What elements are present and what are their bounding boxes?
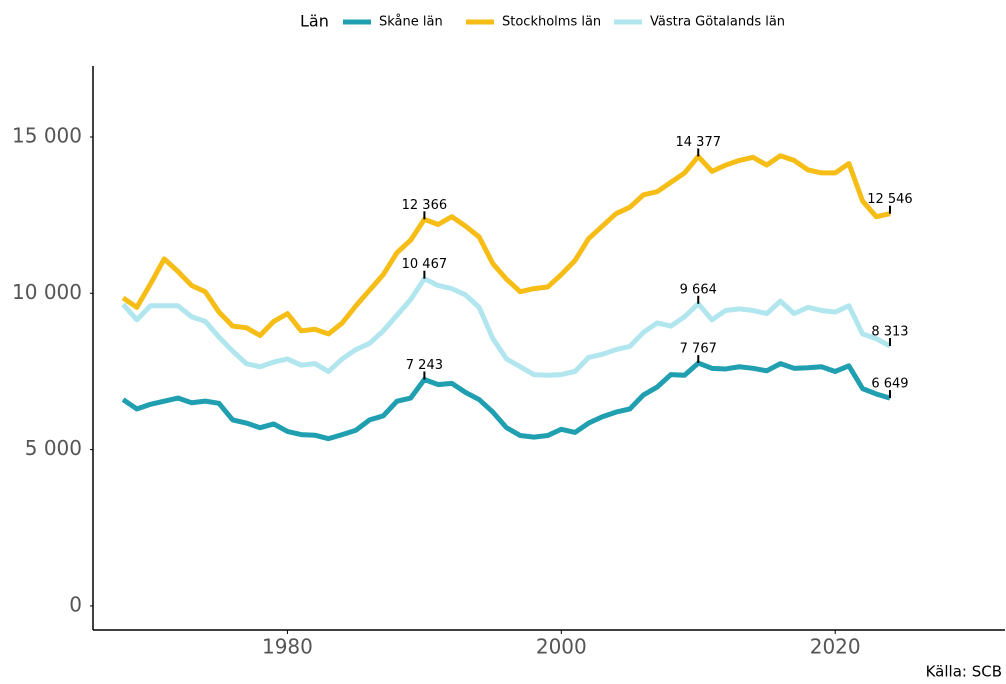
series-line (121, 360, 891, 442)
y-tick-label: 5 000 (25, 436, 82, 460)
legend-title: Län (300, 12, 329, 31)
value-label: 14 377 (676, 135, 722, 150)
series-line (121, 276, 892, 378)
y-tick-label: 10 000 (12, 280, 82, 304)
legend-label: Västra Götalands län (650, 15, 785, 30)
value-label: 7 767 (680, 342, 717, 357)
value-label: 8 313 (871, 325, 908, 340)
y-tick-label: 0 (69, 592, 82, 616)
legend-label: Stockholms län (502, 15, 601, 30)
value-label: 12 546 (867, 192, 913, 207)
series-line (121, 153, 891, 338)
value-label: 12 366 (402, 198, 448, 213)
y-tick-label: 15 000 (12, 123, 82, 147)
value-label: 6 649 (871, 377, 908, 392)
value-label: 10 467 (402, 257, 448, 272)
value-label: 9 664 (680, 282, 717, 297)
value-label: 7 243 (406, 358, 443, 373)
x-tick-label: 1980 (262, 635, 313, 659)
x-tick-label: 2020 (810, 635, 861, 659)
legend-label: Skåne län (379, 15, 443, 30)
x-tick-label: 2000 (536, 635, 587, 659)
source: Källa: SCB (926, 663, 1002, 681)
